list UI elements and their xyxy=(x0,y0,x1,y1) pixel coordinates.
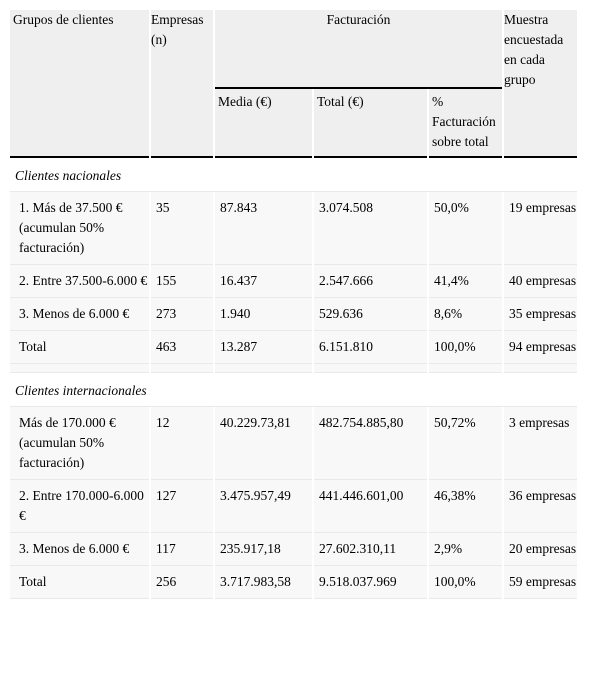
cell-media: 87.843 xyxy=(215,192,312,265)
header-facturacion: Facturación xyxy=(215,10,503,89)
data-table: Grupos de clientes Empresas (n) Facturac… xyxy=(8,10,579,599)
table-header: Grupos de clientes Empresas (n) Facturac… xyxy=(10,10,578,158)
cell-pct: 100,0% xyxy=(429,566,503,599)
cell-muestra: 94 empresas xyxy=(504,331,578,364)
cell-total: 529.636 xyxy=(314,298,427,331)
cell-empresas: 35 xyxy=(151,192,213,265)
cell-empresas: 12 xyxy=(151,407,213,480)
header-empresas: Empresas (n) xyxy=(151,10,213,158)
cell-pct: 100,0% xyxy=(429,331,503,364)
cell-muestra: 36 empresas xyxy=(504,480,578,533)
cell-empresas: 463 xyxy=(151,331,213,364)
cell-grupo: 2. Entre 37.500-6.000 € xyxy=(10,265,149,298)
header-grupos: Grupos de clientes xyxy=(10,10,149,158)
cell-media: 235.917,18 xyxy=(215,533,312,566)
cell-empresas: 273 xyxy=(151,298,213,331)
cell-grupo: 3. Menos de 6.000 € xyxy=(10,533,149,566)
section-title: Clientes nacionales xyxy=(10,158,578,192)
cell-pct: 41,4% xyxy=(429,265,503,298)
cell-media: 16.437 xyxy=(215,265,312,298)
header-muestra: Muestra encuestada en cada grupo xyxy=(504,10,578,158)
cell-grupo: Total xyxy=(10,566,149,599)
cell-media: 3.717.983,58 xyxy=(215,566,312,599)
table-row: 3. Menos de 6.000 €273 1.940 529.636 8,6% 35… xyxy=(10,298,578,331)
table-row: Total 463 13.287 6.151.810 100,0% 94 empresas xyxy=(10,331,578,364)
table-row: 2. Entre 37.500-6.000 €155 16.437 2.547.66… xyxy=(10,265,578,298)
cell-grupo: 2. Entre 170.000-6.000 € xyxy=(10,480,149,533)
cell-empresas: 256 xyxy=(151,566,213,599)
cell-total: 27.602.310,11 xyxy=(314,533,427,566)
cell-muestra: 20 empresas xyxy=(504,533,578,566)
cell-media: 1.940 xyxy=(215,298,312,331)
section-title: Clientes internacionales xyxy=(10,373,578,407)
header-total: Total (€) xyxy=(314,89,427,158)
cell-media: 13.287 xyxy=(215,331,312,364)
cell-pct: 50,72% xyxy=(429,407,503,480)
cell-empresas: 127 xyxy=(151,480,213,533)
cell-pct: 46,38% xyxy=(429,480,503,533)
cell-muestra: 59 empresas xyxy=(504,566,578,599)
header-pct: % Facturación sobre total xyxy=(429,89,503,158)
cell-grupo: Total xyxy=(10,331,149,364)
cell-pct: 2,9% xyxy=(429,533,503,566)
table-row: Total 256 3.717.983,58 9.518.037.969 100,0% 5… xyxy=(10,566,578,599)
cell-total: 6.151.810 xyxy=(314,331,427,364)
cell-muestra: 40 empresas xyxy=(504,265,578,298)
table-row: Más de 170.000 € (acumulan 50% facturaci… xyxy=(10,407,578,480)
section-spacer xyxy=(10,364,578,373)
cell-muestra: 19 empresas xyxy=(504,192,578,265)
cell-muestra: 3 empresas xyxy=(504,407,578,480)
table-body: Clientes nacionales 1. Más de 37.500 € (a… xyxy=(10,158,578,599)
cell-pct: 8,6% xyxy=(429,298,503,331)
cell-empresas: 117 xyxy=(151,533,213,566)
header-media: Media (€) xyxy=(215,89,312,158)
cell-pct: 50,0% xyxy=(429,192,503,265)
cell-total: 482.754.885,80 xyxy=(314,407,427,480)
cell-muestra: 35 empresas xyxy=(504,298,578,331)
cell-empresas: 155 xyxy=(151,265,213,298)
cell-grupo: 1. Más de 37.500 € (acumulan 50% factura… xyxy=(10,192,149,265)
table-row: 3. Menos de 6.000 €117 235.917,18 27.602.3… xyxy=(10,533,578,566)
cell-total: 9.518.037.969 xyxy=(314,566,427,599)
table-row: 1. Más de 37.500 € (acumulan 50% factura… xyxy=(10,192,578,265)
section-row: Clientes internacionales xyxy=(10,373,578,407)
cell-total: 441.446.601,00 xyxy=(314,480,427,533)
table-row: 2. Entre 170.000-6.000 €127 3.475.957,49 4… xyxy=(10,480,578,533)
cell-total: 3.074.508 xyxy=(314,192,427,265)
cell-media: 3.475.957,49 xyxy=(215,480,312,533)
cell-grupo: Más de 170.000 € (acumulan 50% facturaci… xyxy=(10,407,149,480)
cell-grupo: 3. Menos de 6.000 € xyxy=(10,298,149,331)
cell-media: 40.229.73,81 xyxy=(215,407,312,480)
cell-total: 2.547.666 xyxy=(314,265,427,298)
section-row: Clientes nacionales xyxy=(10,158,578,192)
